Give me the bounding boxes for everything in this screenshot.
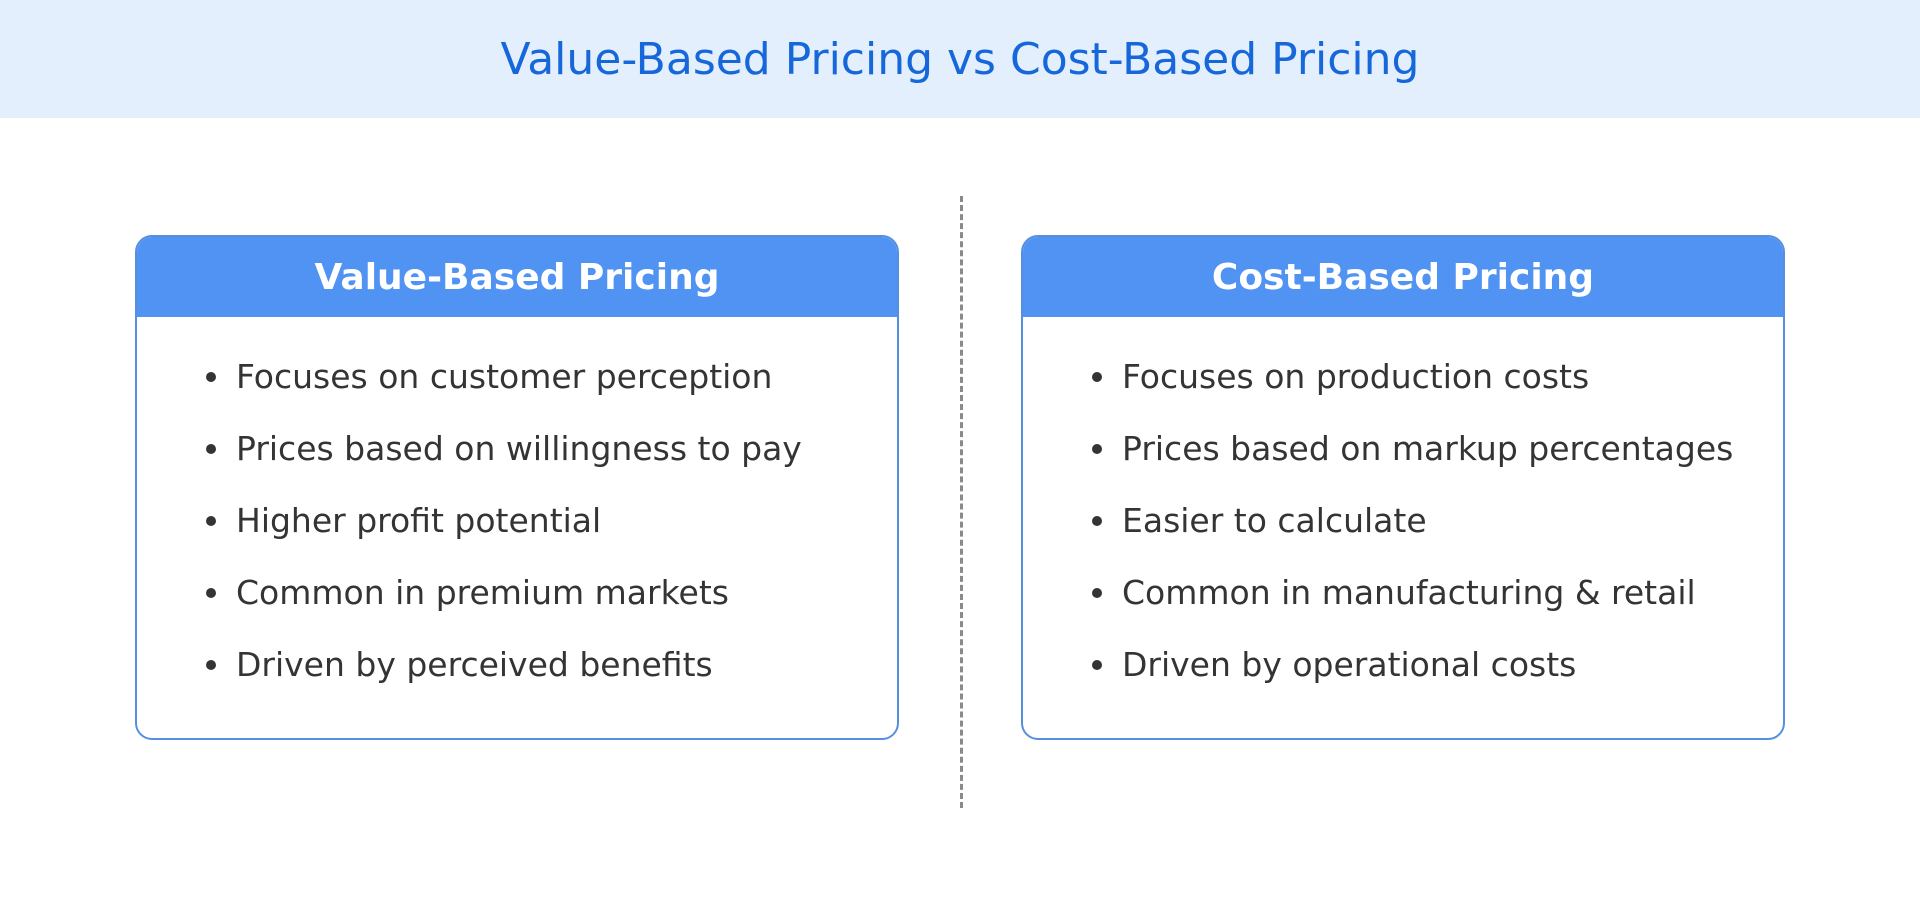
bullet-item: Focuses on production costs — [1092, 341, 1783, 413]
bullet-item: Common in manufacturing & retail — [1092, 557, 1783, 629]
bullet-item: Prices based on willingness to pay — [206, 413, 897, 485]
bullet-item: Common in premium markets — [206, 557, 897, 629]
header: Value-Based Pricing vs Cost-Based Pricin… — [0, 0, 1920, 118]
card-title: Value-Based Pricing — [137, 237, 897, 317]
bullet-item: Focuses on customer perception — [206, 341, 897, 413]
card: Cost-Based Pricing Focuses on production … — [1021, 235, 1785, 740]
bullet-list: Focuses on customer perception Prices bas… — [137, 317, 897, 701]
divider — [960, 196, 963, 808]
bullet-list: Focuses on production costs Prices based … — [1023, 317, 1783, 701]
bullet-item: Prices based on markup percentages — [1092, 413, 1783, 485]
bullet-item: Driven by perceived benefits — [206, 629, 897, 701]
bullet-item: Higher profit potential — [206, 485, 897, 557]
page-title: Value-Based Pricing vs Cost-Based Pricin… — [500, 33, 1420, 85]
card: Value-Based Pricing Focuses on customer p… — [135, 235, 899, 740]
card-title: Cost-Based Pricing — [1023, 237, 1783, 317]
bullet-item: Driven by operational costs — [1092, 629, 1783, 701]
bullet-item: Easier to calculate — [1092, 485, 1783, 557]
